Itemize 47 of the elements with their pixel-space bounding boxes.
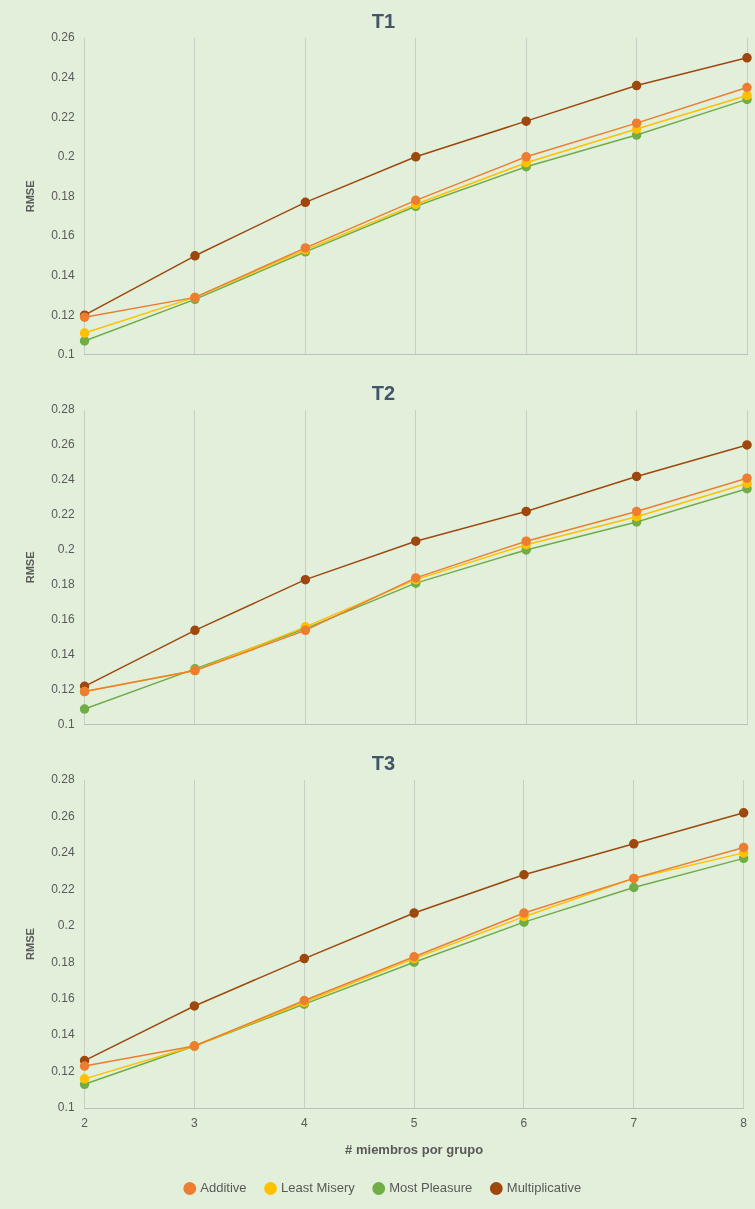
y-tick-label: 0.18 bbox=[51, 577, 75, 592]
chart-title: T2 bbox=[371, 381, 396, 404]
y-tick-label: 0.2 bbox=[57, 918, 75, 933]
y-axis-title: RMSE bbox=[23, 928, 36, 960]
legend-label: Multiplicative bbox=[506, 1180, 582, 1196]
y-tick-label: 0.1 bbox=[57, 717, 75, 732]
chart-title: T1 bbox=[371, 9, 396, 32]
y-tick-label: 0.1 bbox=[57, 1100, 75, 1115]
x-tick-label: 5 bbox=[410, 1115, 418, 1130]
y-tick-label: 0.14 bbox=[51, 647, 75, 662]
x-tick-label: 8 bbox=[740, 1115, 748, 1130]
y-tick-label: 0.26 bbox=[51, 808, 75, 823]
y-tick-label: 0.26 bbox=[51, 30, 75, 45]
legend-label: Least Misery bbox=[281, 1180, 356, 1196]
x-axis-title: # miembros por grupo bbox=[345, 1141, 484, 1157]
y-tick-label: 0.22 bbox=[51, 109, 75, 124]
x-tick-label: 4 bbox=[300, 1115, 308, 1130]
y-tick-label: 0.2 bbox=[57, 542, 75, 557]
y-tick-label: 0.26 bbox=[51, 437, 75, 452]
y-tick-label: 0.16 bbox=[51, 228, 75, 243]
x-tick-label: 2 bbox=[81, 1115, 89, 1130]
y-axis-title: RMSE bbox=[23, 180, 36, 213]
y-tick-label: 0.14 bbox=[51, 1027, 75, 1042]
y-tick-label: 0.18 bbox=[51, 954, 75, 969]
y-tick-label: 0.1 bbox=[57, 347, 75, 362]
y-tick-label: 0.14 bbox=[51, 267, 75, 282]
y-tick-label: 0.2 bbox=[57, 149, 75, 164]
y-tick-label: 0.12 bbox=[51, 307, 75, 322]
y-tick-label: 0.16 bbox=[51, 612, 75, 627]
x-tick-label: 3 bbox=[191, 1115, 199, 1130]
y-tick-label: 0.18 bbox=[51, 188, 75, 203]
chart-title: T3 bbox=[371, 751, 396, 774]
y-tick-label: 0.28 bbox=[51, 772, 75, 787]
y-tick-label: 0.24 bbox=[51, 472, 75, 487]
y-axis-title: RMSE bbox=[23, 551, 36, 584]
y-tick-label: 0.12 bbox=[51, 1063, 75, 1078]
x-tick-label: 7 bbox=[630, 1115, 638, 1130]
x-tick-label: 6 bbox=[520, 1115, 528, 1130]
y-tick-label: 0.16 bbox=[51, 990, 75, 1005]
y-tick-label: 0.22 bbox=[51, 507, 75, 522]
y-tick-label: 0.24 bbox=[51, 845, 75, 860]
legend-label: Most Pleasure bbox=[389, 1180, 473, 1196]
y-tick-label: 0.22 bbox=[51, 881, 75, 896]
y-tick-label: 0.24 bbox=[51, 69, 75, 84]
legend-label: Additive bbox=[200, 1180, 247, 1196]
y-tick-label: 0.12 bbox=[51, 682, 75, 697]
y-tick-label: 0.28 bbox=[51, 402, 75, 417]
